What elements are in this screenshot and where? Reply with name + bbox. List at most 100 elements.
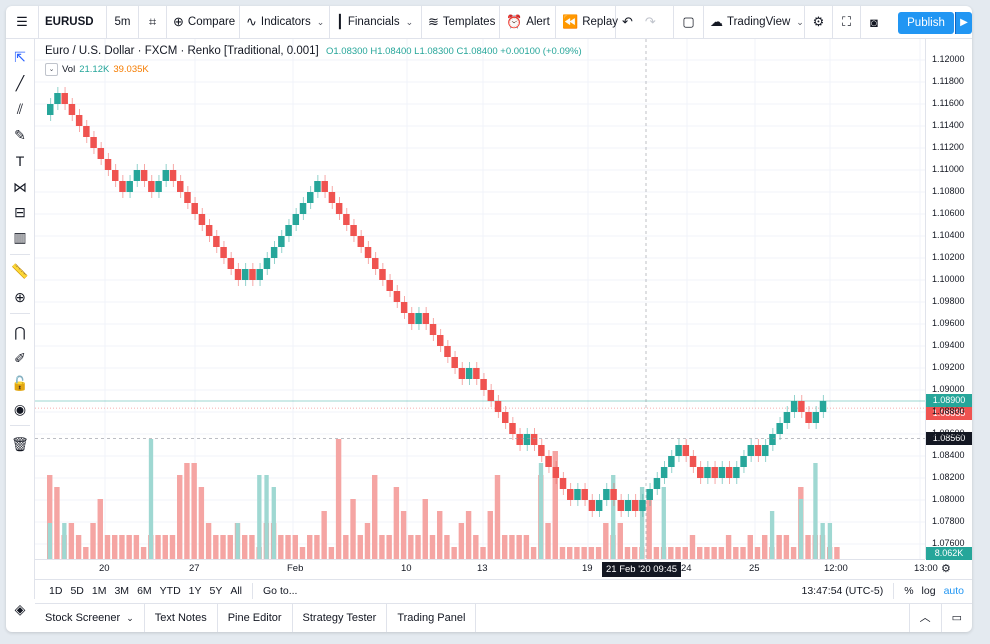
- renko-brick: [675, 445, 682, 456]
- renko-brick: [790, 401, 798, 412]
- prediction-icon[interactable]: ⊟: [14, 204, 26, 220]
- stay-drawing-icon[interactable]: ✐: [14, 350, 26, 366]
- range-5d[interactable]: 5D: [70, 585, 84, 597]
- alert-button[interactable]: ⏰ Alert: [500, 6, 556, 38]
- maximize-panel-button[interactable]: ▭: [940, 604, 972, 632]
- range-1y[interactable]: 1Y: [188, 585, 202, 597]
- chart-pane[interactable]: Euro / U.S. Dollar · FXCM · Renko [Tradi…: [35, 39, 925, 559]
- cursor-icon[interactable]: ⇱: [14, 49, 26, 65]
- renko-brick: [552, 467, 560, 478]
- goto-button[interactable]: Go to...: [263, 585, 298, 597]
- renko-brick: [278, 236, 285, 247]
- percent-toggle[interactable]: %: [904, 585, 914, 597]
- settings-button[interactable]: ⚙: [805, 6, 833, 38]
- tab-strategy-tester[interactable]: Strategy Tester: [293, 604, 388, 632]
- lock-icon[interactable]: 🔓: [11, 375, 29, 391]
- icons-tool-icon[interactable]: ▥: [13, 229, 27, 245]
- volume-bar: [162, 535, 168, 559]
- volume-bar: [790, 547, 797, 559]
- time-axis[interactable]: 21 Feb '20 09:45 ⚙ 20 27 Feb 10 13 19 24 25 12:0…: [35, 559, 951, 580]
- layout-menu-button[interactable]: ☁ TradingView ⌄: [704, 6, 805, 38]
- ruler-icon[interactable]: 📏: [11, 263, 29, 279]
- collapse-panel-button[interactable]: ︿: [908, 604, 941, 632]
- templates-icon: ≋: [428, 14, 439, 29]
- renko-brick: [75, 115, 83, 126]
- text-icon[interactable]: T: [15, 153, 25, 169]
- snapshot-button[interactable]: ◙: [861, 6, 887, 38]
- renko-brick: [205, 225, 213, 236]
- time-tick-label: Feb: [287, 563, 304, 574]
- range-1m[interactable]: 1M: [91, 585, 107, 597]
- chart-type-button[interactable]: ⌗: [139, 6, 167, 38]
- renko-brick: [581, 489, 588, 500]
- volume-bar: [653, 547, 660, 559]
- renko-brick: [538, 445, 545, 456]
- volume-bar: [545, 523, 551, 559]
- time-tick-label: 10: [401, 563, 412, 574]
- volume-bar: [119, 535, 125, 559]
- collapse-legend-button[interactable]: ⌄: [45, 63, 58, 76]
- axis-settings-icon[interactable]: ⚙: [941, 563, 951, 575]
- symbol-label: EURUSD: [45, 16, 94, 28]
- renko-brick: [184, 192, 191, 203]
- volume-bar: [682, 547, 688, 559]
- volume-bar: [834, 547, 840, 559]
- range-ytd[interactable]: YTD: [159, 585, 181, 597]
- templates-button[interactable]: ≋ Templates: [422, 6, 500, 38]
- log-toggle[interactable]: log: [921, 585, 936, 597]
- vol-value-1: 21.12K: [79, 64, 110, 75]
- trend-line-icon[interactable]: ╱: [15, 75, 25, 91]
- range-3m[interactable]: 3M: [114, 585, 130, 597]
- auto-toggle[interactable]: auto: [943, 585, 964, 597]
- symbol-search[interactable]: EURUSD: [39, 6, 107, 38]
- menu-button[interactable]: ☰: [6, 6, 39, 38]
- range-divider: [893, 583, 895, 599]
- undo-icon[interactable]: ↶: [622, 14, 633, 29]
- volume-bar: [523, 535, 530, 559]
- volume-bar: [595, 547, 602, 559]
- fullscreen-layout-button[interactable]: ▢: [674, 6, 704, 38]
- compare-button[interactable]: ⊕ Compare: [167, 6, 240, 38]
- financials-button[interactable]: ┃ Financials ⌄: [330, 6, 422, 38]
- volume-bar: [668, 547, 674, 559]
- redo-icon[interactable]: ↷: [644, 14, 656, 29]
- price-tick-label: 1.09400: [932, 340, 965, 350]
- zoom-in-icon[interactable]: ⊕: [14, 289, 26, 305]
- gear-icon: ⚙: [812, 14, 825, 29]
- eye-icon[interactable]: ◉: [13, 401, 27, 417]
- indicators-button[interactable]: ∿ Indicators ⌄: [240, 6, 330, 38]
- brush-icon[interactable]: ✎: [14, 127, 26, 143]
- range-6m[interactable]: 6M: [137, 585, 152, 597]
- volume-bar: [624, 547, 631, 559]
- trash-icon[interactable]: 🗑: [11, 436, 29, 452]
- rewind-icon: ⏪: [562, 14, 579, 29]
- renko-brick: [47, 104, 54, 115]
- financials-icon: ┃: [336, 14, 344, 29]
- tab-stock-screener[interactable]: Stock Screener ⌄: [35, 604, 145, 632]
- interval-button[interactable]: 5m: [107, 6, 139, 38]
- tab-text-notes[interactable]: Text Notes: [145, 604, 218, 632]
- fib-retracement-icon[interactable]: ⫽: [16, 101, 24, 117]
- tab-trading-panel[interactable]: Trading Panel: [387, 604, 477, 632]
- range-all[interactable]: All: [230, 585, 243, 597]
- volume-bar: [581, 547, 587, 559]
- magnet-icon[interactable]: ⋂: [14, 324, 26, 340]
- renko-brick: [314, 181, 321, 192]
- price-axis[interactable]: 1.08900 1.08835 1.08560 8.062K 1.12000 1.…: [925, 39, 972, 560]
- renko-brick: [798, 401, 805, 412]
- renko-brick: [415, 313, 422, 324]
- renko-chart[interactable]: [35, 39, 925, 559]
- tab-pine-editor[interactable]: Pine Editor: [218, 604, 293, 632]
- layers-icon[interactable]: ◈: [14, 601, 26, 617]
- renko-brick: [350, 225, 357, 236]
- range-1d[interactable]: 1D: [49, 585, 63, 597]
- renko-brick: [90, 137, 97, 148]
- publish-button[interactable]: Publish: [898, 12, 954, 34]
- range-5y[interactable]: 5Y: [209, 585, 223, 597]
- renko-brick: [68, 104, 76, 115]
- pattern-icon[interactable]: ⋈: [13, 179, 27, 195]
- fullscreen-button[interactable]: ⛶: [833, 6, 861, 38]
- renko-brick: [112, 170, 119, 181]
- replay-button[interactable]: ⏪ Replay: [556, 6, 618, 38]
- publish-menu-button[interactable]: ▶: [955, 12, 972, 34]
